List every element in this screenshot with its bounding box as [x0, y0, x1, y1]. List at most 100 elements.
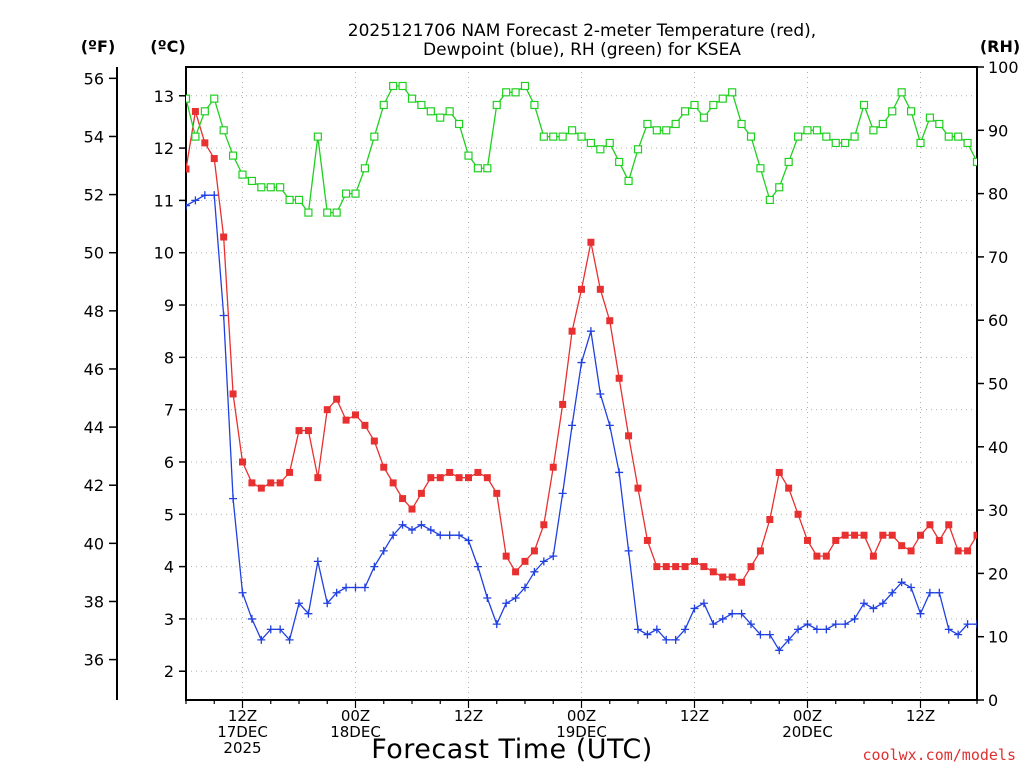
rh-point: [266, 183, 275, 192]
temperature-point: [295, 427, 303, 435]
dewpoint-point: [577, 358, 586, 367]
dewpoint-point: [586, 327, 595, 336]
dewpoint-point: [379, 546, 388, 555]
chart-title-line1: 2025121706 NAM Forecast 2-meter Temperat…: [348, 21, 816, 41]
dewpoint-point: [342, 583, 351, 592]
rh-point: [793, 132, 803, 141]
dewpoint-point: [351, 583, 360, 592]
dewpoint-point: [558, 489, 567, 498]
temperature-point: [851, 531, 859, 539]
rh-tick-label: 20: [988, 564, 1008, 583]
celsius-tick-label: 11: [154, 191, 174, 210]
dewpoint-point: [860, 599, 868, 608]
dewpoint-point: [812, 625, 821, 634]
temperature-point: [606, 317, 614, 325]
fahrenheit-tick-label: 56: [84, 69, 104, 88]
rh-point: [944, 132, 953, 141]
temperature-point: [841, 531, 849, 539]
rh-point: [186, 94, 191, 103]
temperature-point: [276, 479, 284, 487]
temperature-point: [596, 285, 604, 293]
temperature-point: [352, 411, 359, 419]
temperature-point: [455, 474, 463, 482]
rh-point: [812, 126, 822, 135]
rh-point: [520, 81, 530, 91]
rh-point: [586, 138, 596, 148]
rh-point: [389, 81, 398, 91]
rh-tick-label: 90: [988, 121, 1008, 140]
temperature-point: [747, 563, 755, 571]
rh-point: [247, 176, 257, 186]
celsius-tick-label: 10: [154, 244, 174, 263]
x-tick-label: 12Z: [906, 707, 935, 725]
rh-point: [210, 94, 219, 103]
temperature-point: [926, 521, 934, 529]
rh-point: [530, 100, 539, 110]
dewpoint-point: [699, 599, 708, 608]
rh-point: [916, 138, 925, 148]
rh-point: [407, 94, 417, 103]
dewpoint-point: [360, 583, 369, 592]
dewpoint-point: [304, 609, 313, 618]
rh-point: [765, 195, 774, 205]
rh-point: [831, 138, 840, 148]
x-tick-label: 17DEC: [217, 723, 268, 741]
temperature-point: [898, 542, 906, 550]
temperature-point: [672, 563, 680, 571]
temperature-point: [502, 552, 510, 560]
temperature-point: [417, 489, 425, 497]
temperature-point: [860, 531, 868, 539]
rh-point: [341, 189, 351, 198]
rh-point: [200, 107, 209, 116]
dewpoint-point: [417, 520, 426, 529]
dewpoint-point: [925, 588, 934, 597]
temperature-point: [370, 437, 378, 445]
dewpoint-point: [907, 583, 916, 592]
rh-point: [445, 107, 454, 116]
dewpoint-point: [247, 614, 256, 623]
fahrenheit-tick-label: 52: [84, 186, 104, 205]
celsius-tick-label: 3: [164, 610, 174, 629]
temperature-point: [719, 573, 727, 581]
fahrenheit-tick-label: 42: [84, 476, 104, 495]
dewpoint-point: [455, 531, 464, 540]
dewpoint-point: [765, 630, 774, 639]
rh-tick-label: 10: [988, 628, 1008, 647]
rh-point: [238, 170, 247, 179]
dewpoint-point: [229, 494, 238, 503]
rh-point: [285, 195, 294, 205]
celsius-tick-label: 4: [164, 558, 174, 577]
rh-point: [841, 138, 850, 148]
x-tick-label: 00Z: [341, 707, 370, 725]
temperature-point: [257, 484, 265, 492]
rh-point: [784, 157, 793, 167]
dewpoint-point: [737, 609, 746, 618]
rh-point: [699, 113, 709, 122]
dewpoint-point: [530, 567, 539, 576]
fahrenheit-axis-label: (ºF): [81, 37, 116, 56]
rh-point: [690, 100, 699, 110]
rh-tick-label: 30: [988, 501, 1008, 520]
temperature-point: [634, 484, 642, 492]
rh-point: [972, 157, 977, 167]
dewpoint-point: [191, 196, 200, 205]
dewpoint-point: [615, 468, 624, 477]
rh-point: [567, 126, 577, 135]
temperature-point: [813, 552, 821, 560]
fahrenheit-tick-label: 40: [84, 534, 104, 553]
rh-point: [906, 107, 916, 116]
dewpoint-point: [389, 531, 398, 540]
dewpoint-point: [511, 593, 520, 602]
temperature-point: [653, 563, 661, 571]
temperature-point: [314, 474, 322, 482]
rh-point: [323, 208, 332, 217]
plot-frame: [185, 66, 978, 701]
temperature-point: [700, 563, 708, 571]
dewpoint-point: [295, 599, 303, 608]
dewpoint-point: [200, 191, 209, 200]
rh-point: [426, 107, 435, 116]
rh-point: [737, 119, 746, 129]
rh-point: [313, 132, 322, 141]
rh-point: [398, 81, 407, 91]
